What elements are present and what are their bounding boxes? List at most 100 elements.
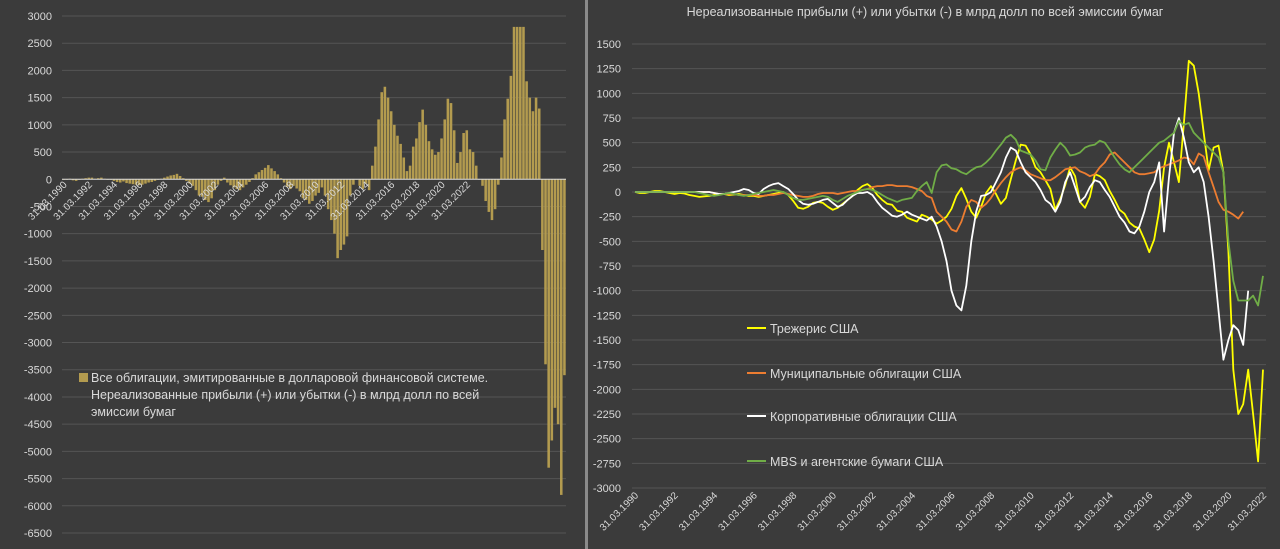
bar bbox=[178, 175, 182, 180]
bar bbox=[405, 171, 409, 180]
bar bbox=[437, 152, 440, 180]
series-line bbox=[635, 120, 1264, 307]
bar bbox=[100, 177, 103, 180]
bar bbox=[563, 179, 566, 376]
bar bbox=[245, 179, 248, 185]
bar bbox=[449, 103, 453, 180]
bar bbox=[556, 179, 560, 425]
bar bbox=[169, 175, 172, 180]
x-tick-label: 31.03.1998 bbox=[756, 490, 799, 533]
bar bbox=[125, 179, 128, 184]
bar bbox=[506, 98, 509, 180]
bar bbox=[226, 179, 229, 183]
x-tick-label: 31.03.2014 bbox=[1073, 490, 1116, 533]
bar bbox=[493, 179, 497, 210]
y-tick-label: 3000 bbox=[28, 11, 52, 23]
y-tick-label: -500 bbox=[30, 201, 52, 213]
bar bbox=[216, 179, 220, 185]
bar bbox=[519, 26, 522, 180]
bar bbox=[175, 173, 179, 180]
bar bbox=[222, 177, 226, 180]
y-tick-label: -3000 bbox=[24, 338, 52, 350]
bar bbox=[279, 178, 283, 180]
y-tick-label: 1250 bbox=[597, 64, 621, 76]
y-tick-label: -4500 bbox=[24, 419, 52, 431]
x-tick-label: 31.03.2010 bbox=[994, 490, 1037, 533]
legend-swatch bbox=[79, 373, 88, 382]
y-tick-label: -1000 bbox=[24, 229, 52, 241]
y-tick-label: -2000 bbox=[593, 384, 621, 396]
y-tick-label: 2500 bbox=[28, 38, 52, 50]
bar bbox=[172, 174, 176, 180]
bar bbox=[282, 179, 286, 183]
y-tick-label: -6000 bbox=[24, 501, 52, 513]
bar bbox=[487, 179, 491, 212]
bar bbox=[497, 179, 500, 185]
bar bbox=[443, 119, 446, 180]
bar bbox=[358, 179, 361, 186]
y-tick-label: -5500 bbox=[24, 474, 52, 486]
x-tick-label: 31.03.2006 bbox=[914, 490, 957, 533]
bar bbox=[191, 179, 194, 186]
legend-label: Нереализованные прибыли (+) или убытки (… bbox=[91, 388, 479, 402]
legend-label: Трежерис США bbox=[770, 322, 859, 336]
legend-label: Все облигации, эмитированные в долларово… bbox=[91, 371, 488, 385]
y-tick-label: -2500 bbox=[593, 434, 621, 446]
bar bbox=[352, 179, 355, 185]
bar bbox=[241, 179, 245, 188]
bar bbox=[560, 179, 563, 495]
bar bbox=[474, 165, 478, 180]
bar bbox=[263, 167, 267, 180]
bar bbox=[229, 179, 232, 186]
x-tick-label: 31.03.1992 bbox=[638, 490, 681, 533]
x-tick-label: 31.03.2008 bbox=[954, 490, 997, 533]
x-tick-label: 31.03.1994 bbox=[677, 490, 720, 533]
y-tick-label: -6500 bbox=[24, 528, 52, 540]
bar bbox=[371, 165, 374, 180]
y-tick-label: 250 bbox=[603, 162, 621, 174]
bar bbox=[374, 146, 377, 180]
bar bbox=[254, 174, 257, 180]
x-tick-label: 31.03.1996 bbox=[717, 490, 760, 533]
y-tick-label: 1000 bbox=[597, 88, 621, 100]
bar bbox=[402, 157, 406, 180]
y-tick-label: -1250 bbox=[593, 310, 621, 322]
legend-label: Муниципальные облигации США bbox=[770, 367, 962, 381]
bar bbox=[408, 165, 412, 180]
bar bbox=[345, 179, 349, 237]
bar bbox=[166, 176, 169, 180]
bar bbox=[424, 124, 428, 180]
bar bbox=[304, 179, 308, 200]
bar bbox=[311, 179, 314, 202]
bar bbox=[320, 179, 324, 188]
bar bbox=[452, 130, 456, 180]
y-tick-label: 500 bbox=[603, 138, 621, 150]
left-bar-chart: 3000 2500 2000 1500 1000 500 0 -500 -1000 -1500 -2… bbox=[24, 11, 566, 540]
bar bbox=[459, 152, 462, 180]
bar bbox=[348, 179, 352, 196]
x-tick-label: 31.03.2000 bbox=[796, 490, 839, 533]
bar bbox=[411, 146, 415, 180]
bar bbox=[389, 111, 393, 180]
bar bbox=[87, 177, 91, 180]
x-tick-label: 31.03.2012 bbox=[1033, 490, 1076, 533]
bar bbox=[144, 179, 147, 184]
bar bbox=[204, 179, 207, 200]
bar bbox=[197, 179, 201, 196]
bar bbox=[386, 97, 390, 180]
bar bbox=[550, 179, 554, 441]
bar bbox=[553, 179, 557, 408]
bar bbox=[336, 179, 339, 259]
bar bbox=[333, 179, 336, 234]
bar bbox=[380, 92, 383, 180]
y-tick-label: -2000 bbox=[24, 283, 52, 295]
bar bbox=[301, 179, 305, 199]
bar bbox=[512, 26, 516, 180]
bar bbox=[182, 178, 185, 180]
y-tick-label: -3500 bbox=[24, 365, 52, 377]
bar bbox=[112, 179, 116, 181]
y-tick-label: -1500 bbox=[24, 256, 52, 268]
bar bbox=[465, 130, 469, 180]
bar bbox=[537, 108, 541, 180]
